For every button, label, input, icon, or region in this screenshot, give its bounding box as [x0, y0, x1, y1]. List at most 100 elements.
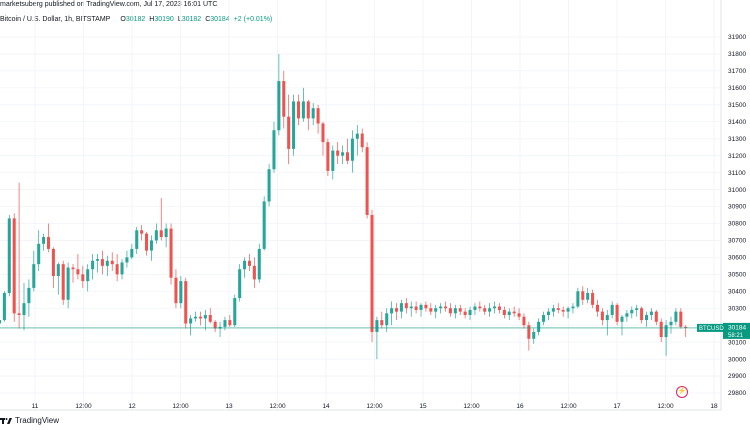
candle-body	[228, 320, 232, 326]
y-tick-label: 30000	[728, 356, 746, 363]
candle-body	[537, 321, 541, 332]
candle-body	[649, 311, 653, 316]
y-tick-label: 30700	[728, 238, 746, 245]
y-tick-label: 30400	[728, 288, 746, 295]
candle-body	[7, 218, 11, 293]
x-tick-label: 16	[516, 403, 524, 410]
candle-body	[203, 315, 207, 319]
candle-body	[208, 315, 212, 322]
candle-body	[120, 262, 124, 275]
candle-body	[458, 308, 462, 312]
candle-body	[27, 287, 31, 304]
x-tick-label: 12	[128, 403, 136, 410]
candle-body	[507, 311, 511, 316]
candle-body	[615, 304, 619, 322]
candle-body	[684, 326, 688, 328]
low-value: 30182	[181, 16, 202, 23]
candle-body	[71, 267, 75, 270]
candle-body	[174, 277, 178, 304]
x-tick-label: 12:00	[172, 403, 189, 410]
candle-body	[56, 264, 60, 277]
candle-body	[345, 152, 350, 161]
candle-body	[130, 248, 134, 258]
candle-body	[581, 291, 585, 300]
candle-body	[669, 321, 673, 326]
candle-body	[159, 230, 163, 238]
candle-body	[444, 306, 448, 309]
candle-body	[654, 311, 658, 322]
candle-body	[140, 230, 144, 234]
last-price-tag: BTCUSD 30184 58:21	[697, 322, 750, 339]
x-tick-label: 12:00	[560, 403, 577, 410]
candle-body	[532, 331, 536, 339]
candle-body	[184, 281, 188, 324]
grid	[0, 0, 721, 410]
candle-body	[233, 298, 237, 326]
candle-body	[409, 306, 413, 309]
candle-body	[566, 308, 570, 312]
candle-body	[399, 303, 403, 312]
candle-body	[419, 304, 423, 310]
open-value: 30182	[125, 16, 146, 23]
x-tick-label: 14	[322, 403, 330, 410]
flash-icon[interactable]: ⚡	[676, 386, 688, 398]
candle-body	[600, 311, 604, 321]
candle-body	[51, 248, 55, 277]
candle-body	[301, 101, 305, 119]
candle-body	[512, 311, 516, 314]
high-label: H	[149, 16, 155, 23]
candle-body	[493, 306, 497, 309]
candle-body	[81, 274, 85, 282]
candle-body	[517, 313, 521, 317]
candle-body	[630, 309, 634, 314]
candle-body	[37, 243, 41, 265]
candle-body	[262, 201, 266, 249]
symbol-title[interactable]: Bitcoin / U.S. Dollar, 1h, BITSTAMP	[0, 16, 111, 23]
x-tick-label: 11	[32, 403, 39, 410]
candle-body	[296, 101, 301, 119]
candle-body	[42, 237, 46, 244]
candle-body	[640, 308, 644, 321]
candle-body	[311, 108, 315, 119]
y-tick-label: 31500	[728, 102, 746, 109]
y-tick-label: 31600	[728, 85, 746, 92]
candle-body	[91, 260, 95, 270]
candle-body	[267, 169, 271, 202]
candle-body	[595, 304, 599, 312]
candle-body	[360, 133, 364, 148]
candle-body	[336, 150, 340, 156]
candles	[0, 53, 688, 360]
candle-body	[522, 316, 526, 326]
tag-symbol: BTCUSD	[699, 326, 724, 332]
y-tick-label: 31200	[728, 153, 746, 160]
candle-body	[46, 237, 51, 249]
candle-body	[198, 316, 202, 319]
price-axis[interactable]: 2980029900300003010030200303003040030500…	[728, 34, 746, 397]
x-tick-label: 13	[225, 403, 233, 410]
footer-brand: TradingView	[15, 416, 60, 425]
footer: TradingView	[0, 416, 59, 425]
time-axis[interactable]: 11 12:00 12 12:00 13 12:00 14 12:00 15 12:00 16 12:…	[32, 403, 718, 410]
candle-body	[679, 311, 683, 327]
candle-body	[551, 308, 555, 312]
candle-body	[586, 292, 590, 300]
candle-body	[635, 308, 639, 310]
low-label: L	[177, 16, 182, 23]
candle-body	[194, 316, 198, 319]
candle-body	[502, 309, 506, 316]
candle-body	[61, 264, 65, 300]
candle-body	[448, 308, 452, 314]
candle-body	[326, 142, 330, 171]
close-label: C	[205, 16, 211, 23]
candle-body	[424, 304, 428, 309]
candle-body	[390, 308, 394, 314]
y-tick-label: 30600	[728, 255, 746, 262]
x-tick-label: 12:00	[366, 403, 383, 410]
candle-body	[497, 306, 501, 310]
candle-body	[478, 306, 482, 309]
candle-body	[213, 321, 217, 329]
candle-body	[463, 311, 467, 316]
candle-body	[76, 269, 80, 275]
x-tick-label: 12:00	[463, 403, 480, 410]
